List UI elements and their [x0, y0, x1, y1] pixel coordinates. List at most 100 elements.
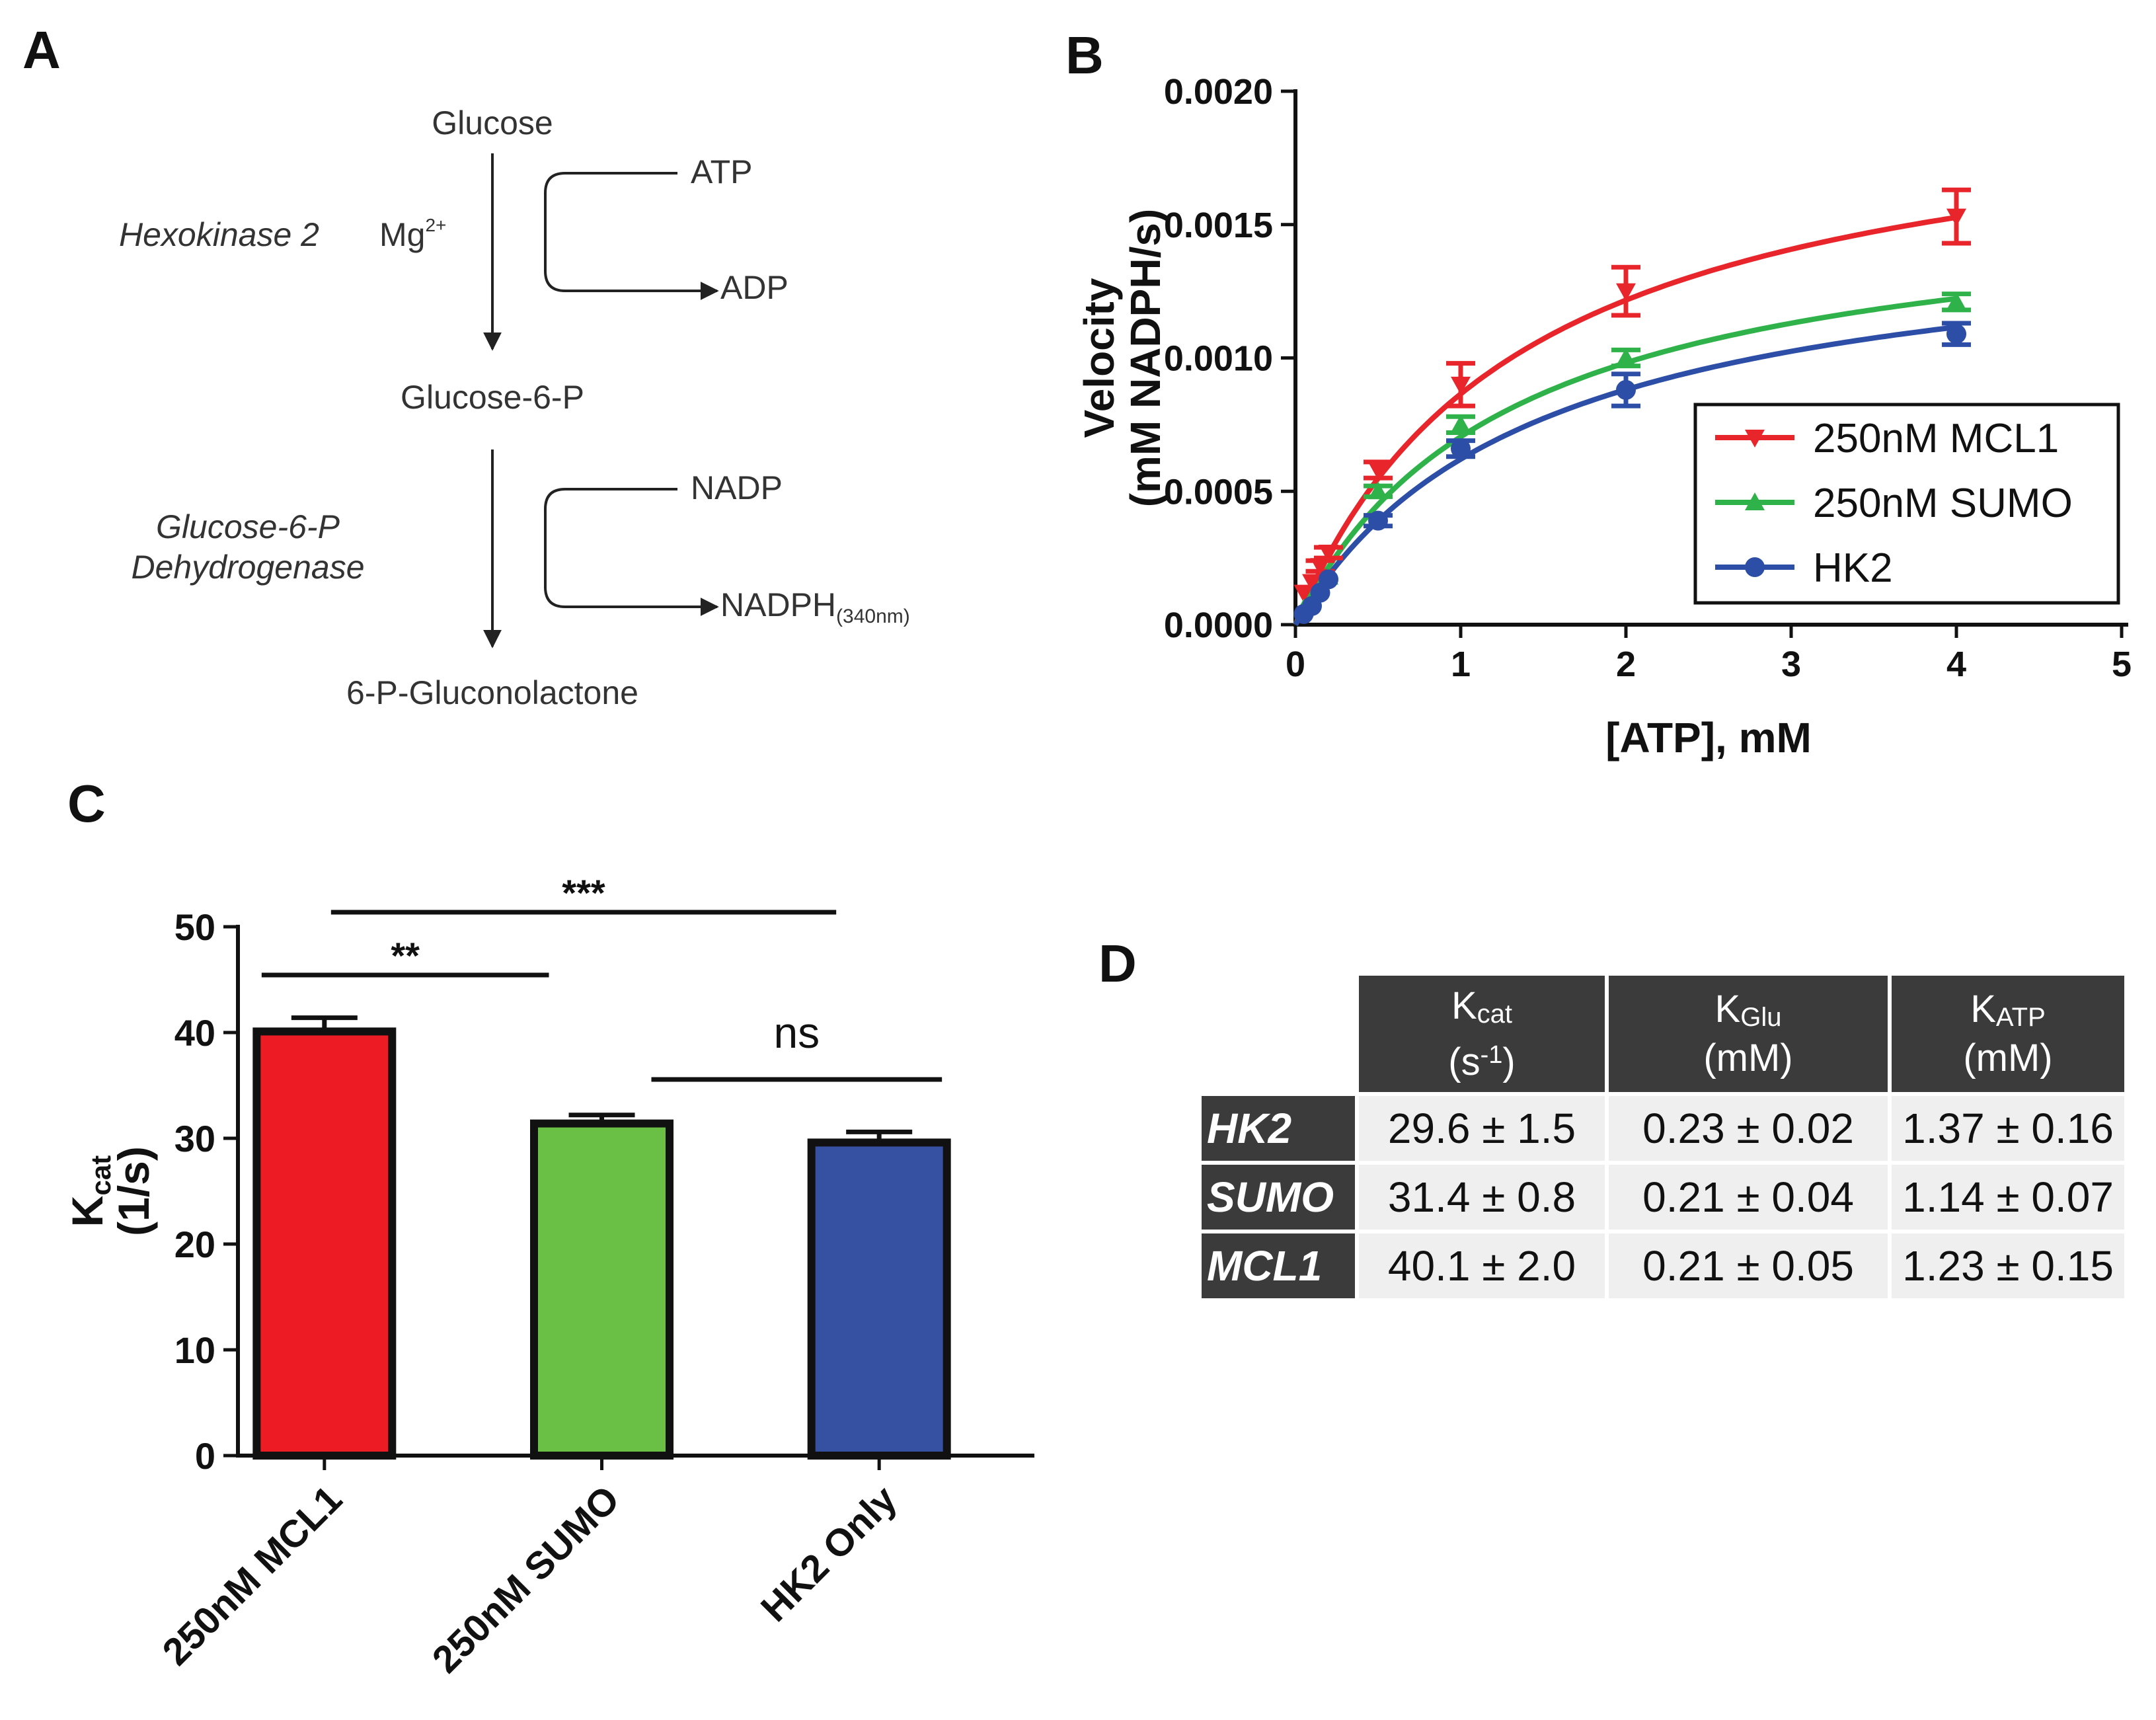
- row-label-hk2: HK2: [1202, 1096, 1355, 1161]
- cell-hk2-kcat: 29.6 ± 1.5: [1359, 1096, 1605, 1161]
- significance-label: **: [391, 935, 420, 976]
- significance-label: ns: [773, 1008, 820, 1057]
- table-row-mcl1: MCL1 40.1 ± 2.0 0.21 ± 0.05 1.23 ± 0.15: [1202, 1233, 2124, 1298]
- x-tick-label: 3: [1781, 645, 1801, 684]
- row-label-sumo: SUMO: [1202, 1165, 1355, 1230]
- y-tick-label: 20: [174, 1224, 215, 1265]
- y-tick-label: 40: [174, 1012, 215, 1054]
- enzyme-hexokinase: Hexokinase 2: [119, 216, 319, 253]
- row-label-mcl1: MCL1: [1202, 1233, 1355, 1298]
- table-header-row: Kcat (s-1) KGlu (mM) KATP (mM): [1202, 976, 2124, 1092]
- column-header-kcat-subscript: cat: [1477, 999, 1513, 1029]
- panel-label-d: D: [1098, 934, 1137, 993]
- column-header-katp: KATP (mM): [1892, 976, 2124, 1092]
- significance-label: ***: [562, 872, 605, 914]
- table-row-hk2: HK2 29.6 ± 1.5 0.23 ± 0.02 1.37 ± 0.16: [1202, 1096, 2124, 1161]
- y-tick-label: 0.0005: [1164, 472, 1273, 512]
- enzyme-g6pd-line1: Glucose-6-P: [156, 508, 340, 545]
- cell-sumo-kglu: 0.21 ± 0.04: [1609, 1165, 1888, 1230]
- column-header-katp-unit: (mM): [1963, 1036, 2053, 1079]
- cell-hk2-katp: 1.37 ± 0.16: [1892, 1096, 2124, 1161]
- column-header-kglu-symbol: K: [1714, 988, 1741, 1031]
- cell-mcl1-kglu: 0.21 ± 0.05: [1609, 1233, 1888, 1298]
- panel-label-c: C: [67, 774, 106, 833]
- legend-label: 250nM SUMO: [1813, 481, 2073, 526]
- legend-label: 250nM MCL1: [1813, 416, 2059, 461]
- y-axis-unit: (1/s): [109, 1146, 158, 1236]
- x-tick-label: 2: [1616, 645, 1636, 684]
- y-tick-label: 0: [195, 1435, 215, 1477]
- output-nadph-wavelength: (340nm): [836, 606, 910, 627]
- data-point: [1319, 545, 1338, 563]
- enzyme-g6pd-line2: Dehydrogenase: [131, 549, 364, 586]
- column-header-kglu-unit: (mM): [1703, 1036, 1793, 1079]
- data-point: [1302, 574, 1322, 592]
- pathway-diagram: Glucose Hexokinase 2 Mg2+ ATP ADP Glucos…: [119, 104, 910, 711]
- cell-sumo-katp: 1.14 ± 0.07: [1892, 1165, 2124, 1230]
- data-point: [1451, 414, 1471, 433]
- output-nadph-name: NADPH: [720, 586, 836, 623]
- table-corner: [1202, 976, 1355, 1092]
- column-header-katp-subscript: ATP: [1995, 1003, 2046, 1032]
- data-point: [1451, 438, 1471, 459]
- data-point: [1368, 481, 1388, 500]
- cofactor-loop-2: [544, 488, 719, 616]
- x-tick-label: HK2 Only: [753, 1477, 905, 1630]
- substrate-glucose: Glucose: [432, 104, 553, 141]
- x-tick-label: 0: [1286, 645, 1305, 684]
- cofactor-symbol: Mg: [379, 216, 425, 253]
- y-tick-label: 0.0010: [1164, 339, 1273, 379]
- table-row-sumo: SUMO 31.4 ± 0.8 0.21 ± 0.04 1.14 ± 0.07: [1202, 1165, 2124, 1230]
- y-tick-label: 0.0015: [1164, 206, 1273, 245]
- x-tick-label: 250nM SUMO: [424, 1477, 628, 1681]
- data-point: [1946, 292, 1966, 310]
- x-tick-label: 5: [2112, 645, 2132, 684]
- x-tick-label: 4: [1946, 645, 1966, 684]
- cell-mcl1-katp: 1.23 ± 0.15: [1892, 1233, 2124, 1298]
- y-axis-label-line1: Velocity: [1075, 278, 1123, 438]
- data-point: [1616, 283, 1636, 301]
- data-point: [1368, 510, 1388, 531]
- y-tick-label: 30: [174, 1118, 215, 1159]
- velocity-line-chart: 0 1 2 3 4 5 0.0000 0.0005 0.0010 0.0015 0.0020 [AT…: [1075, 72, 2132, 762]
- column-header-kglu-subscript: Glu: [1740, 1003, 1782, 1032]
- column-header-kcat-unit-open: (s: [1448, 1040, 1481, 1083]
- column-header-kcat-symbol: K: [1451, 984, 1477, 1027]
- column-header-kcat-unit-close: ): [1502, 1040, 1516, 1083]
- data-point: [1368, 461, 1388, 480]
- output-adp: ADP: [720, 269, 789, 306]
- column-header-kcat: Kcat (s-1): [1359, 976, 1605, 1092]
- cofactor-loop-1: [544, 172, 719, 300]
- product-gluconolactone: 6-P-Gluconolactone: [346, 674, 638, 711]
- y-tick-label: 0.0000: [1164, 606, 1273, 645]
- y-tick-label: 10: [174, 1329, 215, 1371]
- cell-hk2-kglu: 0.23 ± 0.02: [1609, 1096, 1888, 1161]
- cofactor-label: Mg2+: [379, 215, 446, 253]
- x-tick-label: 1: [1451, 645, 1471, 684]
- y-axis-label-symbol: K: [63, 1195, 112, 1227]
- column-header-katp-symbol: K: [1970, 988, 1996, 1031]
- legend-marker: [1745, 430, 1765, 448]
- y-tick-label: 0.0020: [1164, 72, 1273, 112]
- bar-0: [252, 1027, 397, 1460]
- bar-2: [807, 1138, 951, 1460]
- x-axis-label: [ATP], mM: [1605, 714, 1812, 762]
- data-point: [1293, 584, 1314, 603]
- data-point: [1616, 379, 1636, 400]
- intermediate-glucose-6-p: Glucose-6-P: [401, 379, 584, 416]
- x-tick-label: 250nM MCL1: [154, 1477, 350, 1674]
- data-point: [1616, 348, 1636, 366]
- input-atp: ATP: [691, 153, 753, 190]
- y-axis-label-line2: (mM NADPH/s): [1122, 209, 1169, 508]
- cell-sumo-kcat: 31.4 ± 0.8: [1359, 1165, 1605, 1230]
- data-point: [1946, 324, 1966, 344]
- legend-marker: [1745, 492, 1765, 510]
- data-point: [1946, 208, 1966, 227]
- output-nadph: NADPH(340nm): [720, 586, 910, 627]
- column-header-kglu: KGlu (mM): [1609, 976, 1888, 1092]
- cell-mcl1-kcat: 40.1 ± 2.0: [1359, 1233, 1605, 1298]
- panel-label-a: A: [22, 20, 61, 79]
- panel-label-b: B: [1065, 26, 1104, 85]
- data-point: [1319, 569, 1338, 590]
